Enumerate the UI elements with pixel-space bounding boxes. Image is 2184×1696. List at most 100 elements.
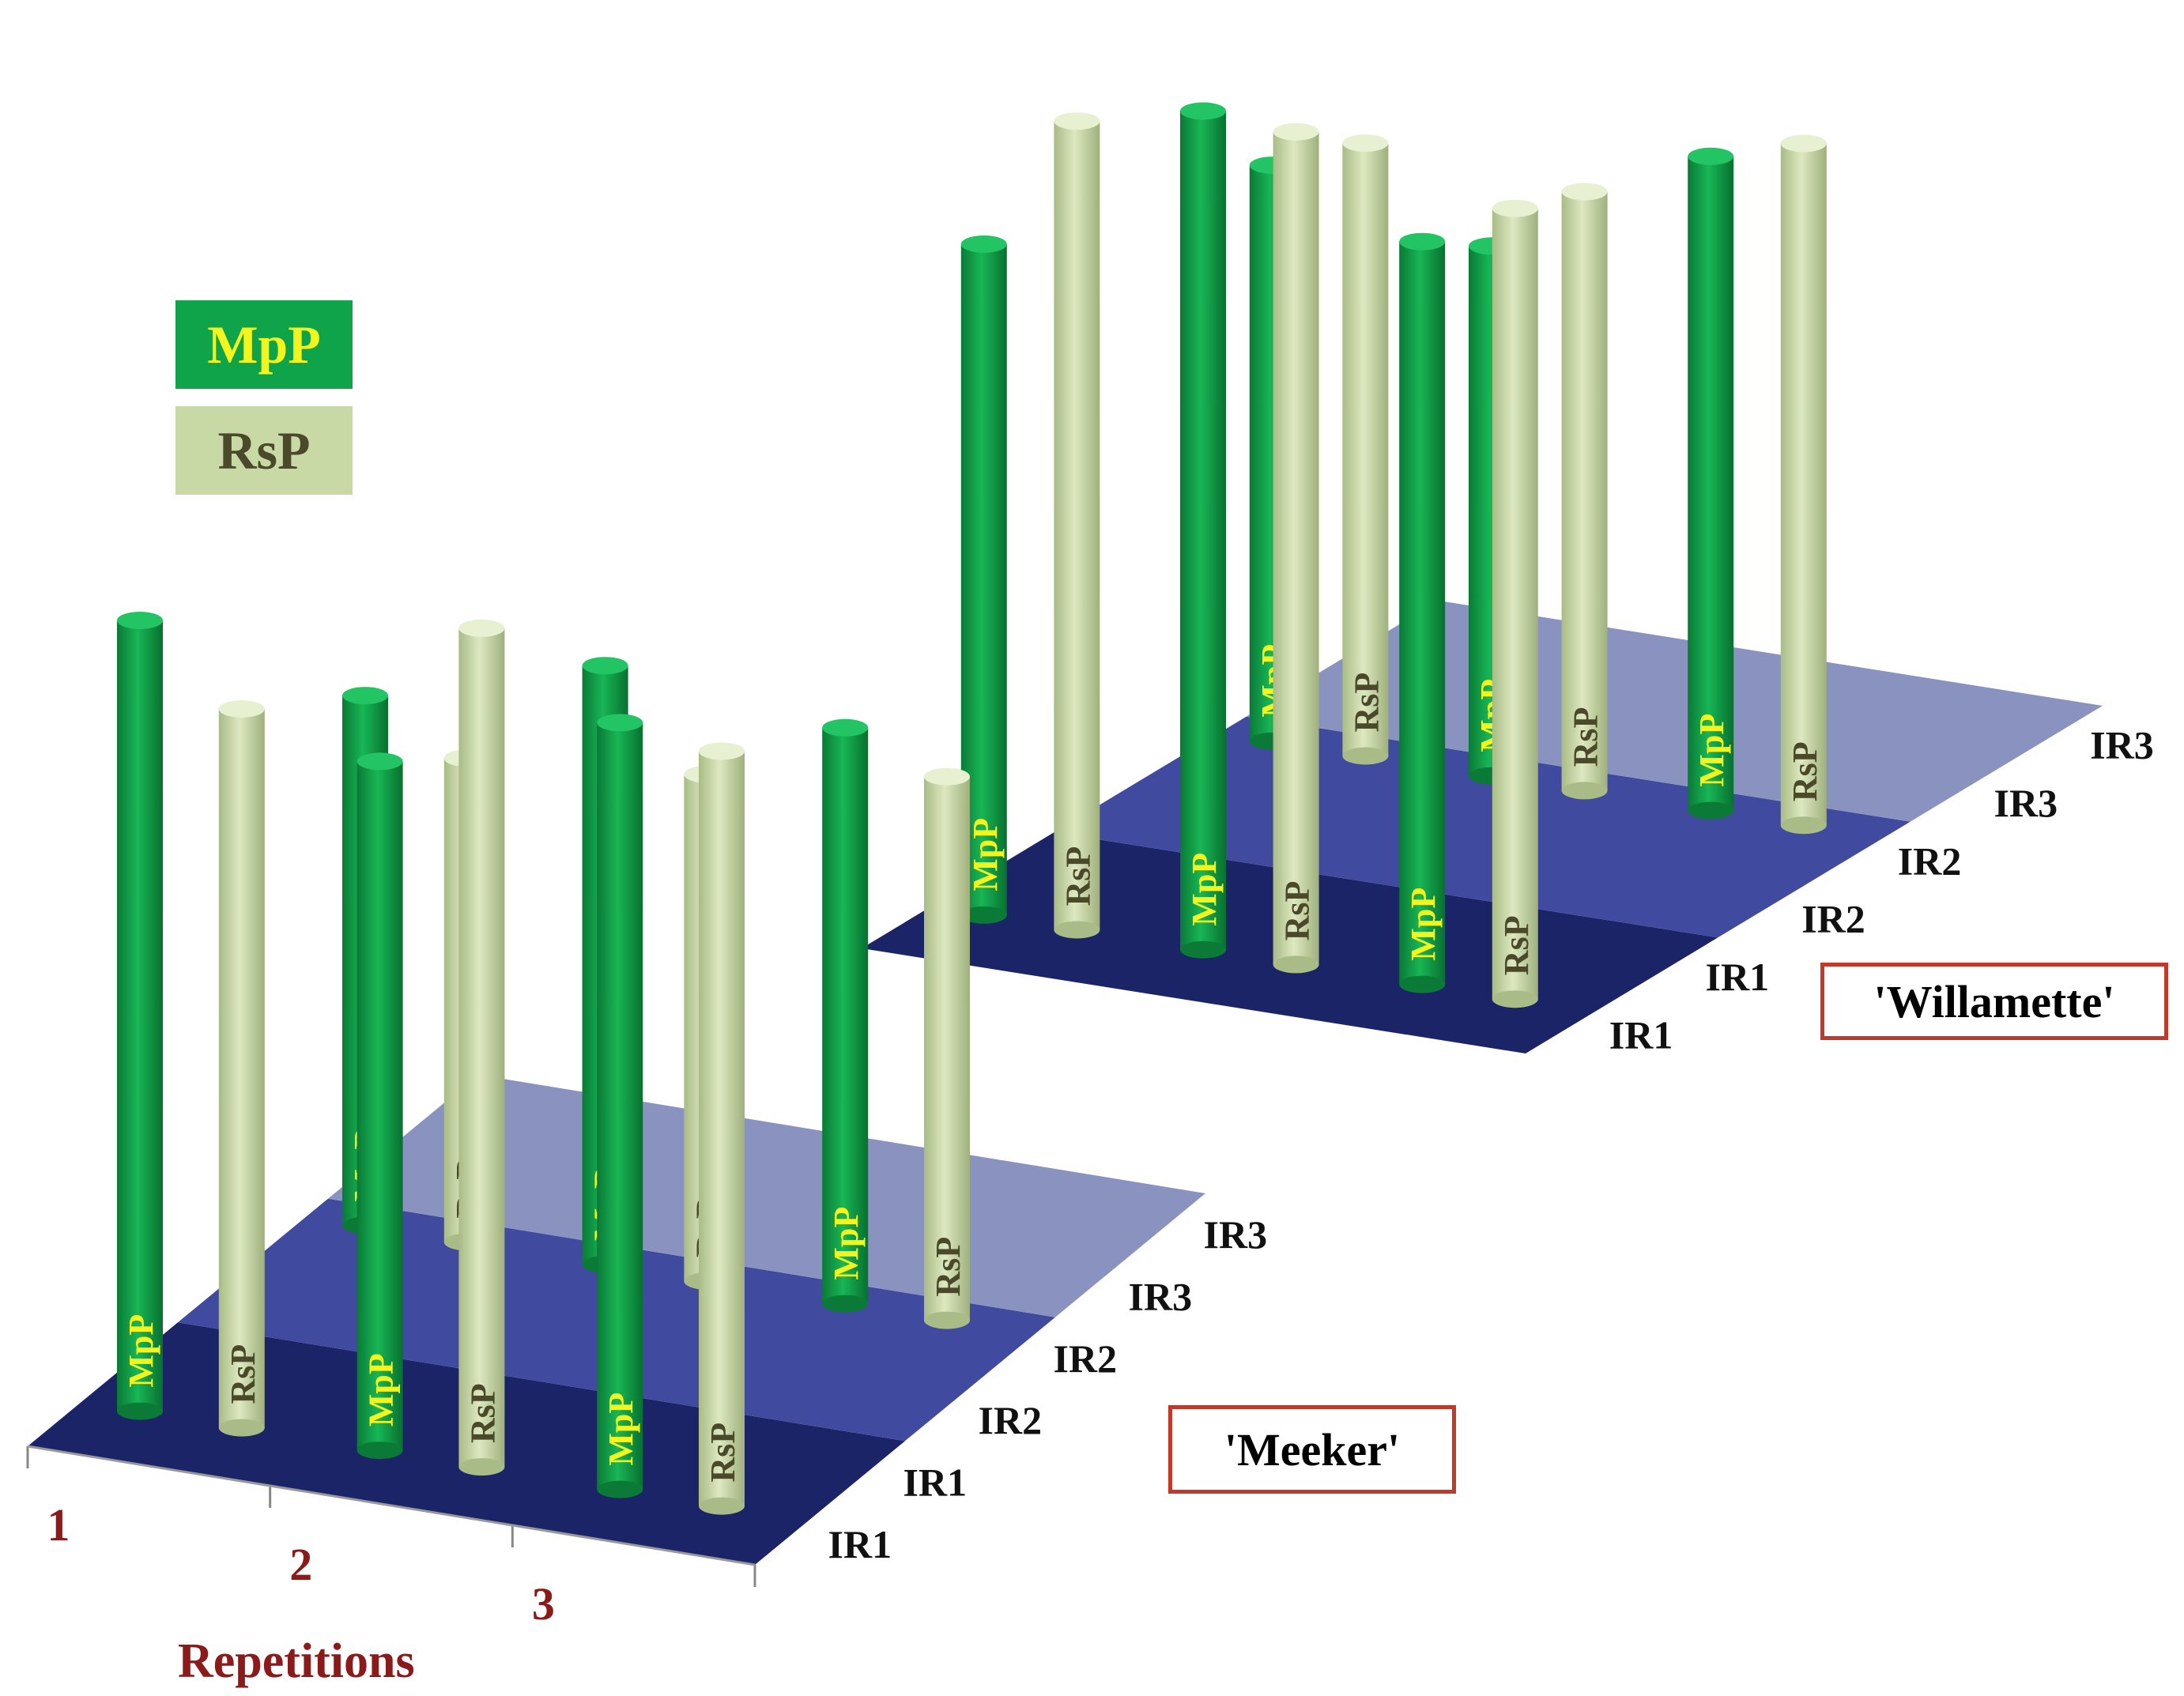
- cylinder-label: RsP: [1347, 673, 1386, 733]
- cultivar-meeker-text: 'Meeker': [1224, 1423, 1401, 1476]
- cylinder-base: [699, 1497, 745, 1515]
- cylinder-mpp: MpP: [117, 612, 163, 1420]
- cylinder-mpp: MpP: [1399, 232, 1446, 993]
- cylinder-label: MpP: [1692, 714, 1731, 787]
- cylinder-body: [1399, 241, 1446, 985]
- cylinder-rsp: RsP: [924, 767, 970, 1329]
- cylinder-mpp: MpP: [1688, 147, 1734, 820]
- cylinder-top: [342, 687, 388, 705]
- cylinder-base: [1273, 955, 1319, 974]
- cylinder-base: [960, 906, 1007, 924]
- cylinder-rsp: RsP: [1342, 134, 1389, 765]
- cylinder-body: [924, 776, 970, 1321]
- cylinder-body: [1273, 131, 1319, 965]
- cylinder-body: [1054, 121, 1100, 930]
- cylinder-top: [1780, 134, 1827, 153]
- cylinder-body: [1342, 143, 1389, 756]
- cylinder-base: [117, 1402, 163, 1420]
- row-label: IR3: [1994, 781, 2058, 825]
- floor-band-ir3: [1246, 601, 2103, 822]
- cylinder-base: [458, 1458, 505, 1476]
- row-label: IR3: [1204, 1212, 1268, 1257]
- cylinder-base: [597, 1480, 643, 1498]
- cylinder-top: [1054, 112, 1100, 130]
- axis-tick-label: 2: [289, 1539, 312, 1590]
- cylinder-base: [1780, 816, 1827, 835]
- legend-rsp: RsP: [175, 406, 353, 495]
- cylinder-top: [1561, 183, 1608, 201]
- cylinder-label: MpP: [1185, 853, 1224, 926]
- cylinder-top: [597, 714, 643, 732]
- row-label: IR3: [1129, 1275, 1193, 1319]
- axis-tick-label: 1: [47, 1499, 70, 1551]
- cylinder-top: [356, 752, 403, 771]
- cylinder-rsp: RsP: [218, 700, 265, 1437]
- cylinder-body: [822, 727, 869, 1304]
- cylinder-top: [458, 619, 505, 637]
- cylinder-label: MpP: [122, 1314, 160, 1388]
- legend-mpp-label: MpP: [207, 314, 321, 375]
- cylinder-label: RsP: [1278, 881, 1317, 941]
- cylinder-base: [1342, 747, 1389, 765]
- cylinder-label: RsP: [929, 1237, 968, 1297]
- axis-title: Repetitions: [178, 1634, 415, 1688]
- cylinder-label: RsP: [703, 1423, 742, 1483]
- cylinder-top: [1180, 102, 1226, 120]
- axis-tick-label: 3: [532, 1578, 555, 1630]
- cylinder-label: RsP: [1058, 846, 1097, 906]
- cylinder-body: [1561, 191, 1608, 791]
- cylinder-mpp: MpP: [597, 714, 643, 1498]
- cylinder-label: RsP: [1567, 707, 1605, 767]
- row-label: IR3: [2090, 723, 2154, 767]
- cylinder-mpp: MpP: [1180, 102, 1226, 959]
- cultivar-willamette-text: 'Willamette': [1873, 975, 2115, 1027]
- cylinder-rsp: RsP: [1492, 199, 1538, 1008]
- cylinder-base: [924, 1311, 970, 1329]
- cylinder-label: MpP: [827, 1207, 866, 1280]
- row-label: IR2: [1898, 839, 1962, 883]
- floor-band-ir2: [1054, 716, 1911, 938]
- cylinder-rsp: RsP: [1561, 183, 1608, 800]
- cylinder-base: [356, 1442, 403, 1460]
- floor-band-ir3: [328, 1075, 1205, 1317]
- cylinder-base: [1180, 940, 1226, 959]
- cylinder-body: [458, 628, 505, 1468]
- cylinder-mpp: MpP: [356, 752, 403, 1460]
- row-label: IR1: [828, 1522, 892, 1566]
- cylinder-rsp: RsP: [699, 742, 745, 1515]
- cylinder-label: MpP: [362, 1353, 401, 1427]
- cylinder-base: [1399, 975, 1446, 993]
- legend-mpp: MpP: [175, 300, 353, 389]
- row-label: IR1: [1609, 1012, 1673, 1057]
- row-label: IR1: [1706, 955, 1770, 999]
- row-label: IR1: [903, 1460, 968, 1505]
- cylinder-base: [1688, 801, 1734, 820]
- cylinder-body: [1780, 143, 1827, 826]
- cylinder-base: [822, 1295, 869, 1313]
- cylinder-base: [1561, 782, 1608, 800]
- cylinder-body: [356, 761, 403, 1451]
- cylinder-top: [822, 718, 869, 737]
- axis-line: [27, 1445, 756, 1566]
- cylinder-body: [597, 722, 643, 1490]
- cylinder-top: [1273, 122, 1319, 141]
- cylinder-label: MpP: [966, 818, 1005, 891]
- cylinder-body: [218, 709, 265, 1428]
- cylinder-top: [582, 657, 628, 675]
- cylinder-body: [1180, 111, 1226, 950]
- cylinder-top: [1342, 134, 1389, 153]
- cylinder-body: [1492, 208, 1538, 1000]
- cylinder-label: RsP: [463, 1383, 502, 1443]
- cultivar-label-willamette: 'Willamette': [1820, 963, 2168, 1040]
- row-label: IR2: [1054, 1336, 1118, 1381]
- cultivar-label-meeker: 'Meeker': [1168, 1405, 1456, 1494]
- cylinder-top: [1399, 232, 1446, 251]
- cylinder-rsp: RsP: [458, 619, 505, 1476]
- cylinder-rsp: RsP: [1780, 134, 1827, 835]
- legend-rsp-label: RsP: [217, 420, 311, 481]
- cylinder-top: [117, 612, 163, 629]
- cylinder-label: MpP: [602, 1393, 640, 1466]
- row-label: IR2: [1801, 897, 1865, 941]
